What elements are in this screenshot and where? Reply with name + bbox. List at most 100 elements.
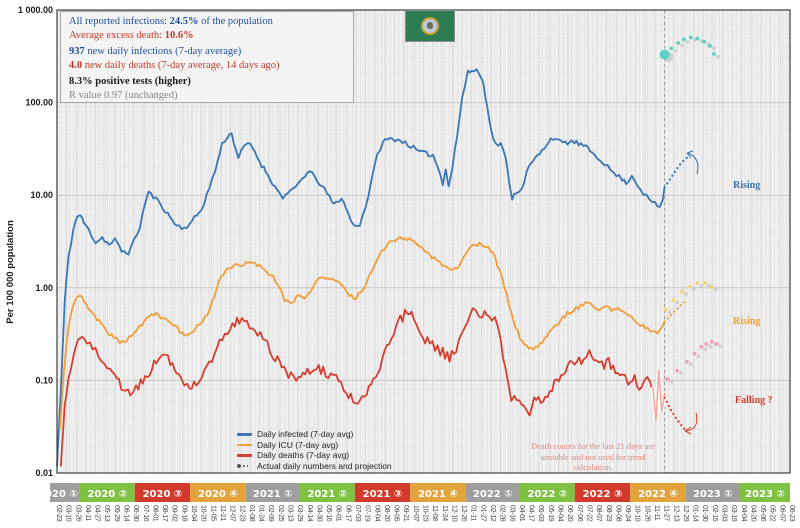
svg-text:09-18: 09-18 bbox=[180, 505, 187, 522]
quarter-bands: 2020 ① 2020 ② 2020 ③ 2020 ④ 2021 ① 2021 ② 2021… bbox=[38, 483, 790, 502]
legend-item-actual: Actual daily numbers and projection bbox=[237, 461, 392, 472]
svg-text:01-08: 01-08 bbox=[248, 505, 255, 522]
svg-text:10-23: 10-23 bbox=[422, 505, 429, 522]
legend-label: Daily infected (7-day avg) bbox=[257, 429, 354, 440]
svg-text:10-20: 10-20 bbox=[200, 505, 207, 522]
svg-text:10-07: 10-07 bbox=[412, 505, 419, 522]
svg-text:01-27: 01-27 bbox=[479, 505, 486, 522]
svg-text:0.01: 0.01 bbox=[35, 468, 53, 478]
svg-text:06-30: 06-30 bbox=[132, 505, 139, 522]
svg-text:04-17: 04-17 bbox=[528, 505, 535, 522]
svg-text:09-02: 09-02 bbox=[171, 505, 178, 522]
legend-item-icu: Daily ICU (7-day avg) bbox=[237, 440, 392, 451]
svg-text:0.10: 0.10 bbox=[35, 375, 53, 385]
svg-text:2020 ②: 2020 ② bbox=[87, 489, 127, 500]
svg-text:01-24: 01-24 bbox=[258, 505, 265, 522]
svg-text:04-30: 04-30 bbox=[315, 505, 322, 522]
summary-info-box: All reported infections: 24.5% of the po… bbox=[60, 11, 354, 103]
arrow-up-icon bbox=[686, 150, 699, 175]
svg-text:06-07: 06-07 bbox=[778, 505, 785, 522]
svg-text:11-24: 11-24 bbox=[441, 505, 448, 521]
svg-text:2020 ③: 2020 ③ bbox=[143, 489, 183, 500]
svg-text:07-03: 07-03 bbox=[354, 505, 361, 522]
r-value-line: R value 0.97 (unchanged) bbox=[69, 89, 178, 101]
svg-text:04-27: 04-27 bbox=[94, 505, 101, 522]
svg-text:12-23: 12-23 bbox=[238, 505, 245, 522]
svg-text:05-16: 05-16 bbox=[325, 505, 332, 522]
daily-infections-line: 937 new daily infections (7-day average) bbox=[69, 46, 242, 57]
state-seal-icon bbox=[421, 17, 439, 35]
svg-text:10-10: 10-10 bbox=[634, 505, 641, 522]
svg-text:12-07: 12-07 bbox=[229, 505, 236, 522]
projection-infected bbox=[663, 154, 691, 189]
svg-text:02-15: 02-15 bbox=[711, 505, 718, 522]
svg-text:2021 ②: 2021 ② bbox=[307, 489, 347, 500]
svg-text:07-06: 07-06 bbox=[576, 505, 583, 522]
svg-text:01-14: 01-14 bbox=[692, 505, 699, 522]
actual-dot-marker-icon bbox=[237, 463, 252, 468]
gridlines bbox=[57, 9, 790, 474]
legend-label: Daily ICU (7-day avg) bbox=[257, 439, 339, 450]
deaths-unstable-warning: Death counts for the last 21 days are un… bbox=[531, 441, 655, 472]
svg-text:02-12: 02-12 bbox=[489, 505, 496, 522]
svg-text:11-05: 11-05 bbox=[209, 505, 216, 521]
legend-label: Daily deaths (7-day avg) bbox=[257, 450, 350, 461]
series-line-2 bbox=[60, 307, 666, 467]
svg-text:06-14: 06-14 bbox=[123, 505, 130, 522]
daily-deaths-line: 4.0 new daily deaths (7-day average, 14 … bbox=[69, 59, 280, 71]
svg-text:02-09: 02-09 bbox=[267, 505, 274, 522]
svg-text:2022 ④: 2022 ④ bbox=[638, 489, 678, 500]
svg-text:03-19: 03-19 bbox=[730, 505, 737, 522]
arrow-down-icon bbox=[684, 412, 698, 435]
svg-text:01-30: 01-30 bbox=[701, 505, 708, 522]
svg-text:05-22: 05-22 bbox=[769, 505, 776, 522]
washington-state-flag bbox=[405, 10, 455, 42]
svg-text:02-23: 02-23 bbox=[55, 505, 62, 522]
svg-text:06-23: 06-23 bbox=[788, 505, 795, 522]
svg-text:12-13: 12-13 bbox=[672, 505, 679, 522]
svg-text:04-20: 04-20 bbox=[749, 505, 756, 522]
deaths-line-swatch bbox=[237, 454, 252, 457]
teal-arc bbox=[659, 35, 720, 63]
svg-text:11-11: 11-11 bbox=[653, 505, 660, 521]
svg-text:12-26: 12-26 bbox=[460, 505, 467, 522]
svg-text:04-01: 04-01 bbox=[518, 505, 525, 522]
svg-text:2020 ④: 2020 ④ bbox=[198, 489, 238, 500]
svg-text:05-13: 05-13 bbox=[103, 505, 110, 522]
svg-text:04-14: 04-14 bbox=[306, 505, 313, 522]
series-line-0 bbox=[56, 68, 666, 467]
svg-text:100.00: 100.00 bbox=[25, 98, 53, 108]
svg-text:03-13: 03-13 bbox=[286, 505, 293, 522]
svg-text:07-16: 07-16 bbox=[142, 505, 149, 522]
svg-text:11-08: 11-08 bbox=[431, 505, 438, 521]
svg-text:10.00: 10.00 bbox=[30, 190, 53, 200]
svg-text:03-10: 03-10 bbox=[65, 505, 72, 522]
projection-icu bbox=[663, 298, 689, 323]
svg-text:10-04: 10-04 bbox=[190, 505, 197, 522]
svg-text:02-25: 02-25 bbox=[277, 505, 284, 522]
svg-text:12-29: 12-29 bbox=[682, 505, 689, 522]
svg-text:05-19: 05-19 bbox=[547, 505, 554, 522]
svg-text:03-16: 03-16 bbox=[508, 505, 515, 522]
svg-text:10-26: 10-26 bbox=[643, 505, 650, 522]
trend-label-icu: Rising bbox=[733, 316, 761, 327]
y-axis-ticks: 1 000.00 100.00 10.00 1.00 0.10 0.01 bbox=[18, 5, 53, 478]
x-axis-date-ticks: 02-23 03-10 03-26 04-11 04-27 05-13 05-29 06-14… bbox=[55, 505, 795, 522]
svg-text:06-20: 06-20 bbox=[566, 505, 573, 522]
svg-text:08-04: 08-04 bbox=[373, 505, 380, 522]
yellow-arc bbox=[663, 280, 718, 315]
pink-arc bbox=[665, 339, 723, 384]
legend-item-infected: Daily infected (7-day avg) bbox=[237, 429, 392, 440]
infected-line-swatch bbox=[237, 433, 252, 436]
svg-text:04-04: 04-04 bbox=[740, 505, 747, 522]
unstable-deaths-line bbox=[652, 369, 666, 422]
svg-text:07-19: 07-19 bbox=[364, 505, 371, 522]
svg-text:2021 ①: 2021 ① bbox=[253, 489, 293, 500]
svg-text:09-08: 09-08 bbox=[614, 505, 621, 522]
legend-item-deaths: Daily deaths (7-day avg) bbox=[237, 450, 392, 461]
reported-infections-line: All reported infections: 24.5% of the po… bbox=[69, 16, 273, 27]
svg-text:2021 ③: 2021 ③ bbox=[363, 489, 403, 500]
series-line-1 bbox=[59, 235, 666, 430]
